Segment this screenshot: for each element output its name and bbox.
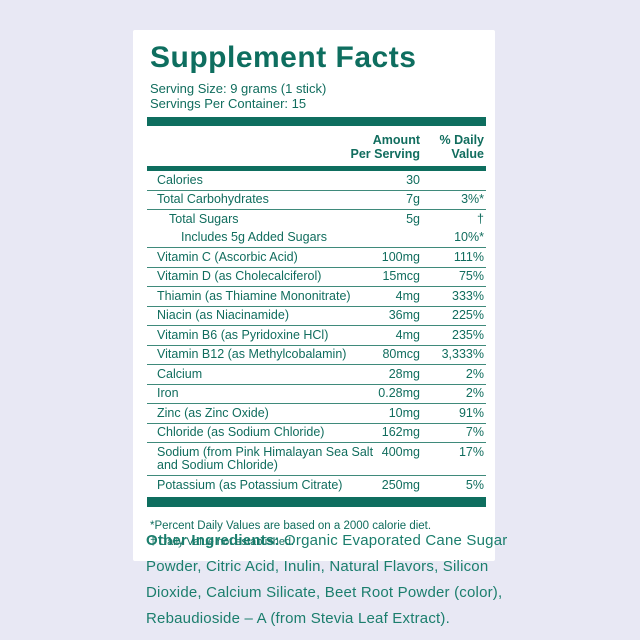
other-ingredients-line3: Dioxide, Calcium Silicate, Beet Root Pow… (146, 584, 503, 601)
nutrient-name: Sodium (from Pink Himalayan Sea Salt and … (157, 444, 374, 472)
footnote-daily-values: *Percent Daily Values are based on a 200… (150, 519, 432, 532)
nutrient-row: Total Carbohydrates 7g 3%* (147, 191, 486, 210)
nutrient-daily-value: 3%* (461, 192, 484, 206)
nutrient-amount: 4mg (395, 288, 420, 303)
column-header-spacer (147, 133, 300, 161)
dv-header-line1: % Daily (439, 133, 484, 147)
nutrient-row: Calories 30 (147, 171, 486, 191)
nutrient-daily-value: 75% (458, 269, 484, 283)
other-ingredients-label: Other Ingredients: (146, 532, 280, 549)
nutrient-name: Zinc (as Zinc Oxide) (157, 405, 269, 420)
nutrient-amount: 28mg (388, 366, 420, 381)
nutrient-row: Calcium 28mg 2% (147, 365, 486, 385)
nutrient-name: Vitamin D (as Cholecalciferol) (157, 269, 322, 283)
nutrient-amount (370, 231, 420, 245)
nutrient-name: Calories (157, 172, 203, 187)
divider-bar-top (147, 117, 486, 126)
nutrient-daily-value: 333% (452, 288, 484, 303)
nutrient-row: Sodium (from Pink Himalayan Sea Salt and … (147, 443, 486, 476)
supplement-facts-panel: Supplement Facts Serving Size: 9 grams (… (133, 30, 495, 561)
daily-value-column-header: % Daily Value (420, 133, 486, 161)
nutrient-row: Thiamin (as Thiamine Mononitrate) 4mg 333% (147, 287, 486, 307)
nutrient-amount: 7g (406, 192, 420, 206)
amount-header-line1: Amount (372, 133, 420, 147)
nutrient-daily-value: 2% (465, 366, 484, 381)
nutrient-amount: 15mcg (382, 269, 420, 283)
nutrient-amount: 162mg (381, 425, 420, 439)
other-ingredients-line4: Rebaudioside – A (from Stevia Leaf Extra… (146, 610, 450, 627)
nutrient-daily-value: 3,333% (441, 347, 484, 361)
nutrient-amount: 4mg (395, 327, 420, 342)
nutrient-daily-value: † (477, 211, 484, 226)
divider-bar-bottom (147, 496, 486, 507)
nutrient-amount: 5g (406, 211, 420, 226)
nutrient-name: Calcium (157, 366, 203, 381)
other-ingredients-line2: Powder, Citric Acid, Inulin, Natural Fla… (146, 558, 489, 575)
nutrient-amount: 36mg (388, 308, 420, 322)
nutrient-name: Vitamin B6 (as Pyridoxine HCl) (157, 327, 329, 342)
serving-size: Serving Size: 9 grams (1 stick) (150, 81, 327, 96)
nutrient-name: Thiamin (as Thiamine Mononitrate) (157, 288, 351, 303)
nutrient-amount: 250mg (381, 477, 420, 492)
nutrient-amount: 80mcg (382, 347, 420, 361)
nutrient-daily-value: 225% (452, 308, 484, 322)
nutrient-name: Chloride (as Sodium Chloride) (157, 425, 325, 439)
nutrient-amount: 30 (406, 172, 420, 187)
nutrient-amount: 400mg (381, 444, 420, 459)
dv-header-line2: Value (451, 147, 484, 161)
nutrient-row: Vitamin D (as Cholecalciferol) 15mcg 75% (147, 268, 486, 287)
divider-bar-header (147, 166, 486, 171)
nutrient-rows: Calories 30 Total Carbohydrates 7g 3%* Total … (147, 171, 486, 495)
nutrient-name: Vitamin B12 (as Methylcobalamin) (157, 347, 347, 361)
nutrient-row: Potassium (as Potassium Citrate) 250mg 5% (147, 476, 486, 495)
nutrient-name: Includes 5g Added Sugars (181, 230, 327, 244)
nutrient-row: Vitamin C (Ascorbic Acid) 100mg 111% (147, 248, 486, 268)
nutrient-row: Vitamin B12 (as Methylcobalamin) 80mcg 3,3… (147, 346, 486, 365)
nutrient-name: Iron (157, 386, 179, 400)
nutrient-amount: 0.28mg (378, 386, 420, 400)
nutrient-name: Total Carbohydrates (157, 192, 269, 206)
nutrient-daily-value: 235% (452, 327, 484, 342)
nutrient-row: Zinc (as Zinc Oxide) 10mg 91% (147, 404, 486, 424)
footnote-dagger: † Daily Value not established. (150, 535, 295, 548)
nutrient-daily-value: 111% (453, 249, 484, 264)
nutrient-name: Vitamin C (Ascorbic Acid) (157, 249, 298, 264)
other-ingredients-line1-text: Organic Evaporated Cane Sugar (284, 532, 508, 549)
nutrient-row: Chloride (as Sodium Chloride) 162mg 7% (147, 424, 486, 443)
nutrient-row: Iron 0.28mg 2% (147, 385, 486, 404)
panel-title: Supplement Facts (150, 41, 417, 74)
other-ingredients: Other Ingredients: Organic Evaporated Ca… (146, 528, 508, 632)
nutrient-daily-value: 10%* (454, 230, 484, 244)
nutrient-daily-value (420, 174, 486, 188)
nutrient-name: Niacin (as Niacinamide) (157, 308, 289, 322)
column-headers: Amount Per Serving % Daily Value (147, 126, 486, 166)
nutrient-row: Vitamin B6 (as Pyridoxine HCl) 4mg 235% (147, 326, 486, 346)
nutrient-row: Niacin (as Niacinamide) 36mg 225% (147, 307, 486, 326)
nutrient-daily-value: 7% (465, 425, 484, 439)
other-ingredients-line1: Other Ingredients: Organic Evaporated Ca… (146, 528, 508, 554)
nutrient-row: Total Sugars 5g † Includes 5g Added Sugars 1… (147, 210, 486, 248)
nutrient-daily-value: 91% (458, 405, 484, 420)
nutrient-daily-value: 17% (458, 444, 484, 459)
amount-header-line2: Per Serving (350, 147, 420, 161)
nutrient-name: Total Sugars (169, 211, 239, 226)
servings-per-container: Servings Per Container: 15 (150, 96, 307, 111)
nutrient-name: Potassium (as Potassium Citrate) (157, 477, 343, 492)
nutrient-amount: 10mg (388, 405, 420, 420)
nutrient-daily-value: 2% (465, 386, 484, 400)
nutrient-amount: 100mg (381, 249, 420, 264)
amount-column-header: Amount Per Serving (300, 133, 420, 161)
nutrient-daily-value: 5% (465, 477, 484, 492)
